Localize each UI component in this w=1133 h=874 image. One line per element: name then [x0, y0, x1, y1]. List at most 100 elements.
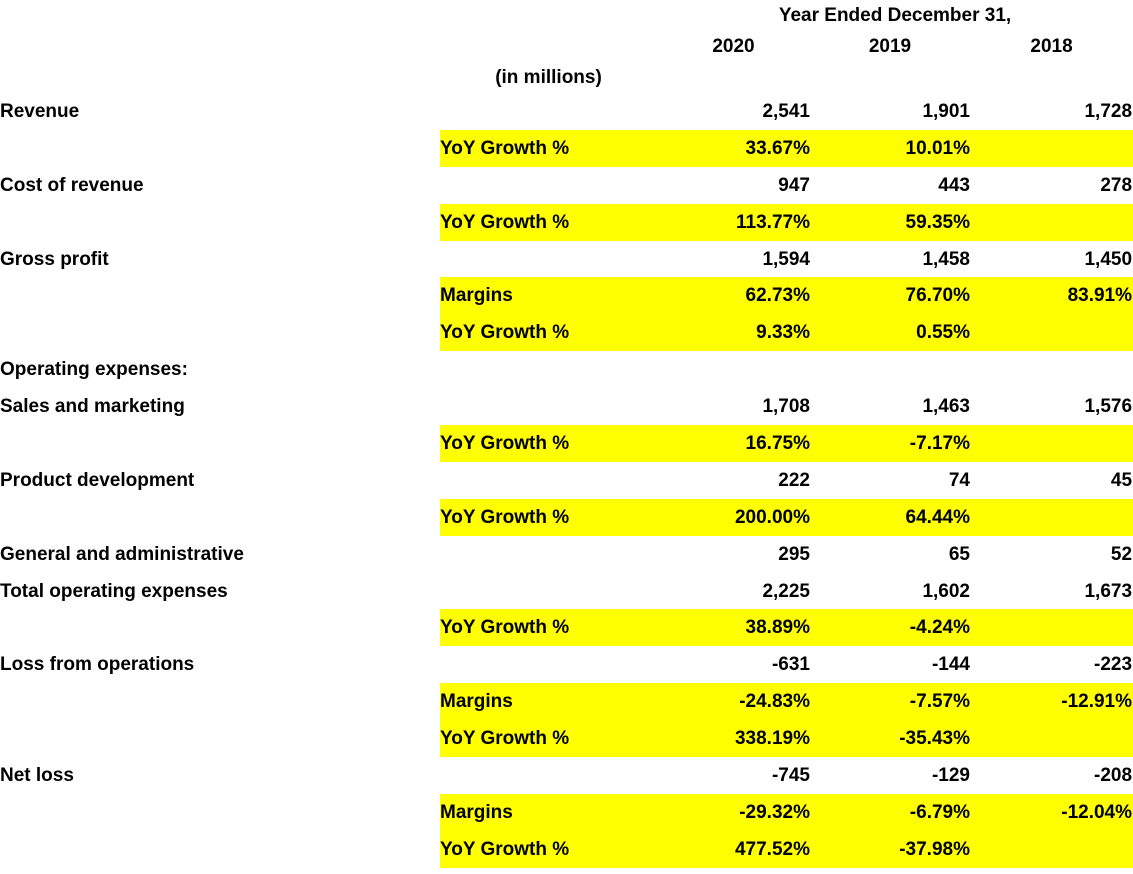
empty-cell [0, 31, 440, 62]
metric-row: Margins 62.73% 76.70% 83.91% [0, 277, 1133, 315]
line-item-row: General and administrative 295 65 52 [0, 536, 1133, 573]
row-label: Revenue [0, 100, 80, 122]
metric-row: Margins -24.83% -7.57% -12.91% [0, 683, 1133, 721]
value-2020: 16.75% [657, 425, 810, 462]
empty-cell [440, 31, 657, 62]
metric-row: YoY Growth % 113.77% 59.35% [0, 203, 1133, 241]
value-2019: 1,602 [922, 580, 970, 602]
value-2019: 59.35% [810, 203, 970, 241]
value-2020: 338.19% [657, 720, 810, 758]
metric-label [440, 93, 657, 130]
value-2019: 74 [948, 469, 970, 491]
empty-cell [440, 0, 657, 31]
table-body: Revenue 2,541 1,901 1,728 YoY Growth % 33.67%… [0, 93, 1133, 868]
row-label [0, 130, 440, 167]
line-item-row: Cost of revenue 947 443 278 [0, 167, 1133, 204]
empty-cell [0, 0, 440, 31]
value-2020 [657, 351, 810, 388]
row-label: General and administrative [0, 543, 244, 565]
empty-cell [810, 62, 970, 93]
value-2018 [970, 129, 1133, 167]
value-2020: 2,541 [762, 100, 810, 122]
value-2018: -12.04% [970, 793, 1133, 831]
value-2018 [970, 720, 1133, 758]
line-item-row: Product development 222 74 45 [0, 462, 1133, 499]
value-2018: 1,450 [1084, 248, 1133, 270]
metric-label [440, 646, 657, 683]
value-2018: 52 [1110, 543, 1133, 565]
value-2019: 443 [938, 174, 970, 196]
value-2018 [970, 203, 1133, 241]
value-2019: -129 [931, 764, 970, 786]
metric-label [440, 536, 657, 573]
value-2020: 38.89% [657, 609, 810, 647]
value-2019: -37.98% [810, 830, 970, 868]
metric-row: YoY Growth % 200.00% 64.44% [0, 498, 1133, 536]
line-item-row: Gross profit 1,594 1,458 1,450 [0, 241, 1133, 278]
metric-label: YoY Growth % [440, 830, 657, 868]
value-2018: 45 [1110, 469, 1133, 491]
value-2019: -35.43% [810, 720, 970, 758]
value-2020: 200.00% [657, 498, 810, 536]
value-2018 [970, 609, 1133, 647]
metric-label [440, 167, 657, 204]
metric-label [440, 388, 657, 425]
table-title: Year Ended December 31, [778, 5, 1012, 26]
metric-label: YoY Growth % [440, 498, 657, 536]
value-2020: 113.77% [657, 203, 810, 241]
row-label [0, 683, 440, 720]
row-label: Loss from operations [0, 654, 195, 676]
metric-label [440, 462, 657, 499]
value-2020: 2,225 [762, 580, 810, 602]
line-item-row: Total operating expenses 2,225 1,602 1,673 [0, 573, 1133, 610]
header-units-row: (in millions) [0, 62, 1133, 93]
row-label: Product development [0, 469, 195, 491]
value-2018 [970, 830, 1133, 868]
value-2020: 477.52% [657, 830, 810, 868]
units-note: (in millions) [495, 67, 602, 88]
value-2020: -631 [771, 654, 810, 676]
metric-label: Margins [440, 683, 657, 721]
row-label [0, 314, 440, 351]
value-2019 [810, 351, 970, 388]
value-2019: 10.01% [810, 129, 970, 167]
value-2018: -223 [1094, 654, 1133, 676]
value-2018 [970, 498, 1133, 536]
row-label: Net loss [0, 764, 74, 786]
value-2020: 33.67% [657, 129, 810, 167]
value-2019: -144 [931, 654, 970, 676]
value-2020: -29.32% [657, 793, 810, 831]
value-2019: 64.44% [810, 498, 970, 536]
value-2020: 947 [778, 174, 810, 196]
value-2019: 1,463 [922, 396, 970, 418]
line-item-row: Loss from operations -631 -144 -223 [0, 646, 1133, 683]
row-label [0, 204, 440, 241]
row-label [0, 425, 440, 462]
value-2019: 76.70% [810, 277, 970, 315]
value-2020: -745 [771, 764, 810, 786]
metric-label [440, 351, 657, 388]
value-2019: 65 [948, 543, 970, 565]
line-item-row: Net loss -745 -129 -208 [0, 757, 1133, 794]
value-2018 [970, 425, 1133, 462]
year-column-header-2020: 2020 [712, 36, 755, 57]
metric-label: Margins [440, 277, 657, 315]
value-2018: 1,673 [1084, 580, 1133, 602]
value-2018: 83.91% [970, 277, 1133, 315]
value-2018: -12.91% [970, 683, 1133, 721]
value-2018: 278 [1100, 174, 1133, 196]
value-2019: -6.79% [810, 793, 970, 831]
year-column-header-2018: 2018 [1030, 36, 1073, 57]
metric-label: YoY Growth % [440, 129, 657, 167]
value-2019: -7.17% [810, 425, 970, 462]
metric-row: YoY Growth % 16.75% -7.17% [0, 425, 1133, 462]
value-2018 [970, 351, 1133, 388]
value-2019: 1,458 [922, 248, 970, 270]
metric-row: YoY Growth % 9.33% 0.55% [0, 314, 1133, 352]
metric-label: YoY Growth % [440, 425, 657, 462]
value-2019: 1,901 [922, 100, 970, 122]
metric-row: Margins -29.32% -6.79% -12.04% [0, 793, 1133, 831]
metric-label: YoY Growth % [440, 314, 657, 352]
empty-cell [657, 62, 810, 93]
